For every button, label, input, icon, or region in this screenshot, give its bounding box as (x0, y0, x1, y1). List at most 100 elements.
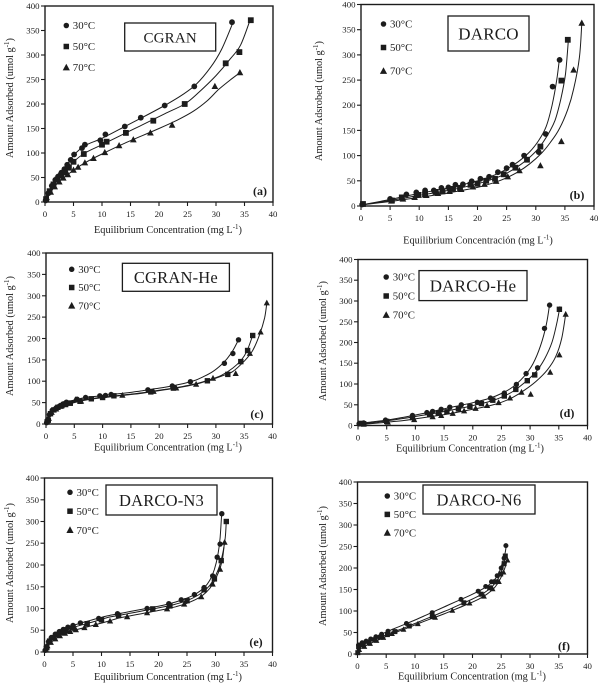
svg-text:70°C: 70°C (390, 66, 412, 78)
svg-text:(d): (d) (560, 406, 575, 420)
svg-text:70°C: 70°C (394, 528, 416, 540)
svg-text:10: 10 (415, 213, 424, 223)
svg-text:150: 150 (26, 124, 40, 134)
svg-text:Equilibrium Concentration (mg: Equilibrium Concentration (mg L-1) (398, 670, 546, 683)
svg-text:50°C: 50°C (394, 509, 416, 521)
svg-text:10: 10 (98, 209, 107, 219)
svg-text:35: 35 (561, 213, 570, 223)
svg-text:100: 100 (26, 148, 40, 158)
svg-text:Amount Adsorbed (umol g-1): Amount Adsorbed (umol g-1) (316, 506, 329, 626)
svg-text:35: 35 (240, 659, 249, 669)
svg-text:300: 300 (27, 291, 41, 301)
svg-text:(b): (b) (570, 188, 585, 202)
svg-text:300: 300 (26, 50, 40, 60)
svg-text:0: 0 (44, 431, 49, 441)
svg-text:5: 5 (384, 661, 389, 671)
svg-text:30°C: 30°C (78, 264, 100, 276)
svg-text:DARCO-He: DARCO-He (430, 277, 517, 296)
svg-text:25: 25 (183, 431, 192, 441)
svg-text:35: 35 (240, 431, 249, 441)
svg-text:100: 100 (27, 376, 41, 386)
svg-text:50°C: 50°C (390, 42, 412, 54)
svg-text:100: 100 (339, 379, 353, 389)
svg-text:25: 25 (502, 213, 511, 223)
svg-text:0: 0 (355, 661, 360, 671)
svg-text:200: 200 (339, 563, 353, 573)
svg-text:70°C: 70°C (73, 62, 95, 74)
svg-text:Equilibrium Concentration (mg: Equilibrium Concentration (mg L-1) (94, 223, 242, 236)
svg-text:0: 0 (36, 419, 41, 429)
svg-text:50°C: 50°C (73, 41, 95, 53)
svg-text:5: 5 (71, 659, 76, 669)
svg-text:350: 350 (26, 26, 40, 36)
svg-text:350: 350 (26, 495, 40, 505)
svg-text:40: 40 (269, 209, 278, 219)
svg-text:DARCO-N6: DARCO-N6 (436, 490, 521, 509)
svg-text:40: 40 (583, 661, 592, 671)
svg-text:20: 20 (473, 213, 482, 223)
svg-text:350: 350 (339, 275, 353, 285)
svg-text:400: 400 (339, 255, 353, 265)
svg-text:30°C: 30°C (394, 491, 416, 503)
svg-text:CGRAN: CGRAN (143, 30, 197, 46)
svg-text:DARCO-N3: DARCO-N3 (119, 491, 204, 510)
svg-text:20: 20 (154, 659, 163, 669)
svg-text:400: 400 (339, 477, 353, 487)
svg-text:0: 0 (42, 659, 47, 669)
svg-text:Equilibrium Concentración (mg: Equilibrium Concentración (mg L-1) (403, 234, 553, 247)
svg-text:30: 30 (526, 661, 535, 671)
svg-text:200: 200 (27, 334, 41, 344)
svg-text:300: 300 (339, 520, 353, 530)
svg-text:50°C: 50°C (78, 282, 100, 294)
svg-text:70°C: 70°C (393, 310, 415, 322)
svg-text:(a): (a) (253, 184, 267, 198)
svg-text:5: 5 (71, 209, 76, 219)
svg-text:25: 25 (497, 661, 506, 671)
svg-text:5: 5 (72, 431, 77, 441)
svg-text:15: 15 (439, 661, 448, 671)
svg-text:Equilibrium Concentration (mg: Equilibrium Concentration (mg L-1) (396, 442, 544, 455)
svg-text:25: 25 (183, 209, 192, 219)
svg-text:30: 30 (212, 209, 221, 219)
svg-text:20: 20 (155, 209, 164, 219)
svg-text:200: 200 (342, 100, 356, 110)
svg-text:20: 20 (468, 661, 477, 671)
svg-text:CGRAN-He: CGRAN-He (134, 268, 218, 287)
svg-text:20: 20 (468, 433, 477, 443)
svg-text:300: 300 (339, 296, 353, 306)
svg-text:150: 150 (342, 125, 356, 135)
svg-text:0: 0 (43, 209, 48, 219)
svg-text:Equilibrium Concentration (mg: Equilibrium Concentration (mg L-1) (94, 670, 242, 683)
svg-text:200: 200 (26, 99, 40, 109)
svg-text:10: 10 (98, 431, 107, 441)
svg-text:150: 150 (27, 355, 41, 365)
svg-text:0: 0 (359, 213, 364, 223)
svg-text:70°C: 70°C (78, 300, 100, 312)
svg-text:DARCO: DARCO (458, 25, 519, 44)
svg-text:0: 0 (348, 649, 353, 659)
svg-text:350: 350 (27, 269, 41, 279)
svg-text:40: 40 (268, 431, 277, 441)
svg-text:200: 200 (339, 338, 353, 348)
svg-text:Amount Adsorbed (umol g-1): Amount Adsorbed (umol g-1) (3, 503, 16, 623)
svg-text:150: 150 (339, 585, 353, 595)
svg-text:10: 10 (411, 433, 420, 443)
svg-text:50°C: 50°C (393, 291, 415, 303)
svg-text:Amount Adsorbed (umol g-1): Amount Adsorbed (umol g-1) (316, 281, 329, 401)
svg-text:15: 15 (440, 433, 449, 443)
svg-text:100: 100 (339, 606, 353, 616)
svg-text:30°C: 30°C (393, 272, 415, 284)
svg-text:50: 50 (30, 625, 39, 635)
svg-text:15: 15 (127, 431, 136, 441)
svg-text:50: 50 (32, 398, 41, 408)
svg-text:30: 30 (212, 431, 221, 441)
svg-text:25: 25 (183, 659, 192, 669)
svg-text:30°C: 30°C (77, 487, 99, 499)
svg-text:250: 250 (339, 317, 353, 327)
svg-text:35: 35 (240, 209, 249, 219)
svg-text:30: 30 (211, 659, 220, 669)
svg-text:250: 250 (339, 542, 353, 552)
svg-text:Amount Adsorbed (umol g-1): Amount Adsorbed (umol g-1) (3, 38, 16, 158)
svg-text:30°C: 30°C (390, 19, 412, 31)
svg-text:(e): (e) (249, 635, 262, 649)
